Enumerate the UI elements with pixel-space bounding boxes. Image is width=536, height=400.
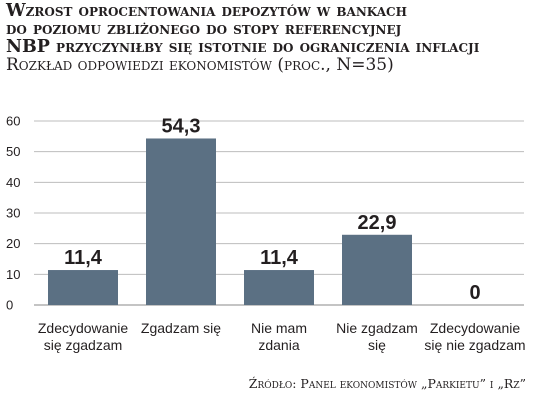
y-tick-label: 20 (6, 236, 20, 251)
data-label: 54,3 (162, 115, 201, 137)
source-note: Źródło: Panel ekonomistów „Parkietu” i „… (248, 376, 526, 391)
y-tick-label: 30 (6, 206, 20, 221)
x-tick-label: Zdecydowanie (38, 320, 128, 336)
data-label: 11,4 (64, 247, 103, 269)
chart-title-block: Wzrost oprocentowania depozytów w bankac… (6, 2, 532, 75)
bar (48, 270, 118, 305)
x-tick-label: Nie zgadzam (336, 320, 418, 336)
chart-title-line-2: do poziomu zbliżonego do stopy referency… (6, 19, 402, 39)
data-label: 0 (469, 282, 480, 304)
y-tick-label: 60 (6, 114, 20, 129)
bar (244, 270, 314, 305)
x-tick-label: Zgadzam się (141, 320, 221, 336)
x-tick-label: Zdecydowanie (430, 320, 520, 336)
y-tick-label: 40 (6, 175, 20, 190)
y-tick-label: 50 (6, 144, 20, 159)
data-label: 11,4 (260, 247, 299, 269)
y-tick-label: 10 (6, 267, 20, 282)
bar (146, 138, 216, 305)
x-tick-label: Nie mam (251, 320, 307, 336)
x-tick-label: zdania (258, 337, 299, 353)
chart-subtitle: Rozkład odpowiedzi ekonomistów (proc., N… (6, 55, 394, 75)
x-tick-label: się nie zgadzam (424, 337, 525, 353)
data-label: 22,9 (358, 212, 397, 234)
bar (342, 234, 412, 305)
y-tick-label: 0 (6, 298, 13, 313)
chart-title-line-3: NBP przyczyniłby się istotnie do ogranic… (6, 37, 480, 57)
x-tick-label: się zgadzam (44, 337, 123, 353)
x-tick-label: się (368, 337, 386, 353)
chart-title-line-1: Wzrost oprocentowania depozytów w bankac… (6, 1, 407, 21)
